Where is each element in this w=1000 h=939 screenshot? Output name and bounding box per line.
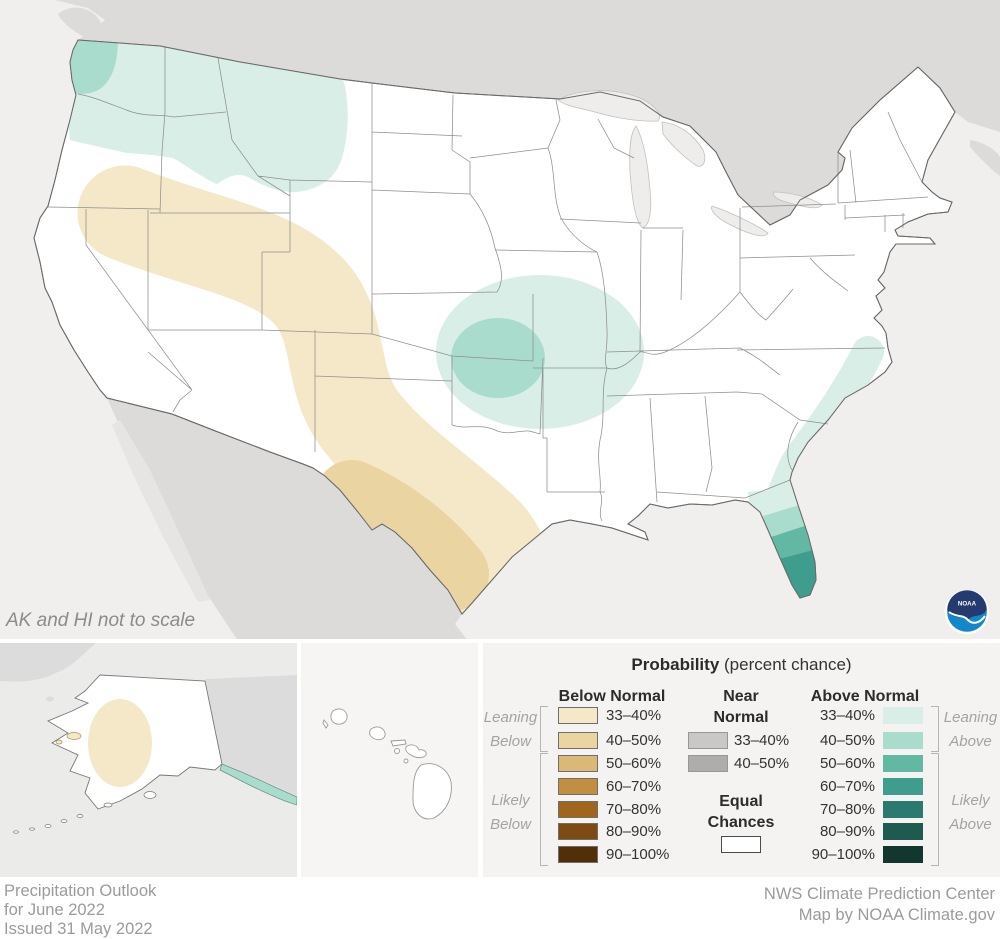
island-oahu [369,726,386,741]
svg-text:NOAA: NOAA [958,601,977,608]
island-hawaii [412,763,452,820]
below-swatch-40-50 [558,732,598,749]
island-niihau [322,719,329,729]
island-kauai [330,708,348,725]
likely-below-bracket [540,753,548,866]
below-swatch-60-70 [558,778,598,795]
leaning-above-label: Leaning Above [943,709,998,750]
near-label-40-50: 40–50% [734,755,790,772]
probability-legend: Probability (percent chance) Below Norma… [483,643,1000,877]
hawaii-inset-svg [301,643,478,877]
above-label-50-60: 50–60% [819,755,875,772]
below-label-33-40: 33–40% [606,707,662,724]
footer-source-line: NWS Climate Prediction Center [763,885,995,903]
likely-above-bracket [931,753,939,866]
above-swatch-70-80 [883,801,923,818]
region-sw-texas-40-50 [315,460,489,611]
above-label-90-100: 90–100% [811,846,875,863]
above-swatch-80-90 [883,823,923,840]
great-lakes [557,90,823,237]
aleutian-islands [13,791,157,834]
footer-mapby-line: Map by NOAA Climate.gov [798,906,995,924]
below-label-80-90: 80–90% [606,823,662,840]
probability-regions [60,40,884,614]
below-swatch-90-100 [558,846,598,863]
island-kahoolawe [403,758,409,764]
above-swatch-60-70 [883,778,923,795]
region-interior-west-leaning-below [77,165,549,614]
above-swatch-33-40 [883,707,923,724]
likely-below-label: Likely Below [490,792,531,833]
below-label-40-50: 40–50% [606,732,662,749]
below-swatch-70-80 [558,801,598,818]
below-normal-header: Below Normal [558,688,666,705]
alaska-inset-svg [0,643,297,877]
island-molokai [390,739,407,747]
below-label-90-100: 90–100% [606,846,670,863]
below-label-70-80: 70–80% [606,801,662,818]
scale-note: AK and HI not to scale [6,610,196,631]
footer-issuance-info: Precipitation Outlook for June 2022 Issu… [4,882,156,939]
near-swatch-33-40 [688,732,728,749]
above-swatch-90-100 [883,846,923,863]
above-normal-header: Above Normal [810,688,920,705]
above-label-33-40: 33–40% [819,707,875,724]
canada-land [55,0,1000,225]
above-label-60-70: 60–70% [819,778,875,795]
below-swatch-80-90 [558,823,598,840]
likely-above-label: Likely Above [949,792,992,833]
above-label-80-90: 80–90% [819,823,875,840]
legend-title: Probability (percent chance) [631,655,852,674]
lake-ontario [772,191,823,209]
leaning-below-label: Leaning Below [483,709,538,750]
noaa-logo-icon: NOAA [944,589,990,635]
near-label-33-40: 33–40% [734,732,790,749]
hawaii-inset [301,643,478,877]
above-swatch-40-50 [883,732,923,749]
leaning-below-bracket [540,706,548,752]
state-borders [47,47,929,522]
near-normal-header: Near Normal [713,688,769,726]
vancouver-island [58,7,102,41]
lake-huron [661,121,706,167]
russia-island [46,696,54,702]
below-label-50-60: 50–60% [606,755,662,772]
footer-issued-line: Issued 31 May 2022 [4,920,153,938]
island-maui [405,744,427,759]
baja-highlight [112,420,210,602]
nova-scotia [970,140,1000,176]
russia-land [0,643,96,682]
alaska-inset [0,643,297,877]
equal-chances-label: Equal Chances [707,793,775,831]
near-swatch-40-50 [688,755,728,772]
conus-map-svg [0,0,1000,641]
region-kansas-40-50 [451,318,545,398]
bering-islands [55,732,82,745]
lake-superior [557,90,660,122]
footer-credit-info: NWS Climate Prediction Center Map by NOA… [764,884,995,926]
above-label-70-80: 70–80% [819,801,875,818]
region-west-alaska-leaning-below [88,699,152,787]
canada-land-ak [205,675,297,796]
below-swatch-50-60 [558,755,598,772]
above-swatch-50-60 [883,755,923,772]
below-label-60-70: 60–70% [606,778,662,795]
footer-title-line: Precipitation Outlook [4,882,157,900]
above-label-40-50: 40–50% [819,732,875,749]
region-alaska-panhandle-leaning-above [219,763,297,806]
equal-chances-swatch [721,836,761,853]
us-outline [33,39,956,615]
island-lanai [394,748,400,754]
mexico-land [107,398,468,641]
below-swatch-33-40 [558,707,598,724]
footer-period-line: for June 2022 [4,901,105,919]
leaning-above-bracket [931,706,939,752]
conus-map: AK and HI not to scale [0,0,1000,641]
hawaiian-islands [322,708,452,820]
noaa-logo: NOAA [944,589,990,635]
